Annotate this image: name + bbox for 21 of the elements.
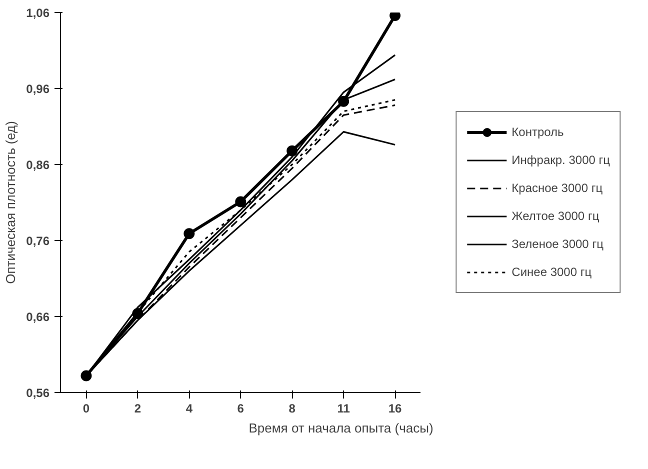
x-tick-label: 2	[134, 402, 142, 416]
y-tick-label: 0,96	[26, 82, 50, 96]
y-tick-label: 0,76	[26, 234, 50, 248]
legend-label: Контроль	[512, 125, 564, 139]
x-tick-label: 16	[388, 402, 402, 416]
x-tick-label: 4	[186, 402, 193, 416]
x-tick-label: 0	[82, 402, 90, 416]
legend-label: Зеленое 3000 гц	[512, 237, 604, 251]
x-tick-label: 11	[337, 402, 350, 416]
legend-label: Желтое 3000 гц	[512, 209, 600, 223]
y-tick-label: 1,06	[26, 6, 50, 20]
x-tick-label: 8	[288, 402, 296, 416]
x-tick-label: 6	[237, 402, 244, 416]
y-tick-label: 0,66	[26, 310, 50, 324]
legend-label: Красное 3000 гц	[512, 181, 603, 195]
legend-label: Инфракр. 3000 гц	[512, 153, 610, 167]
legend-label: Синее 3000 гц	[512, 265, 592, 279]
y-tick-label: 0,56	[26, 386, 50, 400]
x-axis-title: Время от начала опыта (часы)	[248, 420, 434, 436]
y-tick-label: 0,86	[26, 158, 50, 172]
y-axis-title: Оптическая плотность (ед)	[3, 121, 18, 284]
